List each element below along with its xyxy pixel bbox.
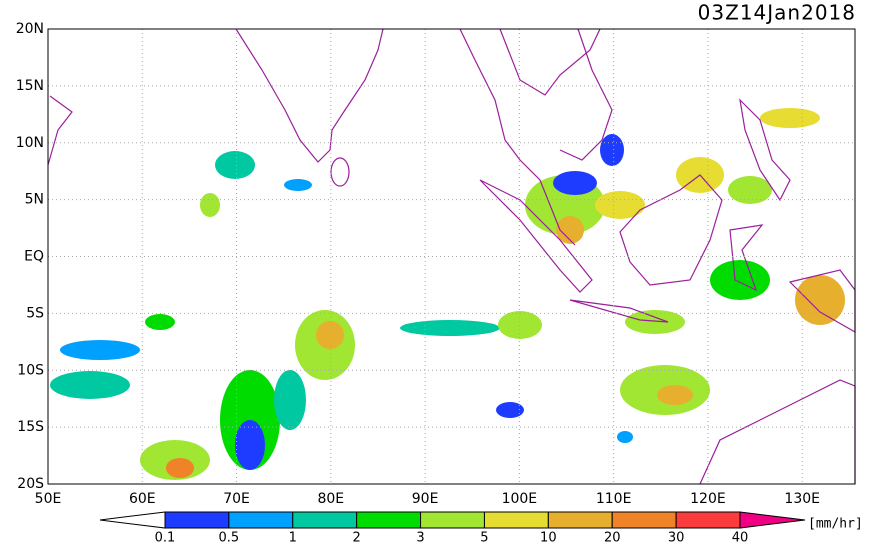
lat-tick-label: 15S — [17, 419, 44, 435]
map-title: 03Z14Jan2018 — [698, 1, 856, 25]
coastlines — [47, 28, 856, 485]
lon-tick-label: 70E — [223, 491, 250, 507]
colorbar: 0.1 0.5 1 2 3 5 10 20 30 40 [mm/hr] — [99, 511, 863, 544]
colorbar-label: 5 — [480, 531, 488, 544]
lat-tick-label: 10N — [16, 135, 44, 151]
colorbar-arrow — [99, 511, 166, 529]
lat-tick-label: 5S — [26, 305, 44, 321]
lat-tick-label: 20N — [16, 21, 44, 37]
lat-tick-label: 20S — [17, 476, 44, 492]
lon-tick-label: 120E — [690, 491, 726, 507]
colorbar-label: 10 — [540, 531, 557, 544]
colorbar-box — [228, 511, 294, 529]
colorbar-label: 0.1 — [155, 531, 176, 544]
colorbar-label: 0.5 — [219, 531, 240, 544]
colorbar-label: 40 — [732, 531, 749, 544]
colorbar-box — [547, 511, 613, 529]
colorbar-box — [420, 511, 485, 529]
colorbar-box — [292, 511, 358, 529]
colorbar-box — [611, 511, 677, 529]
lon-tick-label: 60E — [129, 491, 156, 507]
rain-field — [50, 108, 845, 480]
lon-tick-label: 130E — [784, 491, 820, 507]
lon-tick-label: 50E — [35, 491, 62, 507]
lat-tick-label: 10S — [17, 362, 44, 378]
colorbar-label: 20 — [604, 531, 621, 544]
colorbar-label: 3 — [416, 531, 424, 544]
colorbar-box — [675, 511, 741, 529]
lon-tick-label: 100E — [502, 491, 538, 507]
colorbar-box — [356, 511, 422, 529]
colorbar-unit: [mm/hr] — [808, 517, 863, 532]
map-frame — [47, 28, 856, 485]
colorbar-box — [483, 511, 549, 529]
colorbar-label: 2 — [353, 531, 361, 544]
lon-tick-label: 110E — [596, 491, 632, 507]
colorbar-label: 1 — [289, 531, 297, 544]
colorbar-box — [164, 511, 230, 529]
colorbar-label: 30 — [668, 531, 685, 544]
lon-tick-label: 80E — [317, 491, 344, 507]
lat-tick-label: 15N — [16, 78, 44, 94]
lat-tick-label: EQ — [24, 249, 44, 265]
lon-tick-label: 90E — [412, 491, 439, 507]
lat-tick-label: 5N — [25, 192, 44, 208]
colorbar-arrow — [739, 511, 806, 529]
